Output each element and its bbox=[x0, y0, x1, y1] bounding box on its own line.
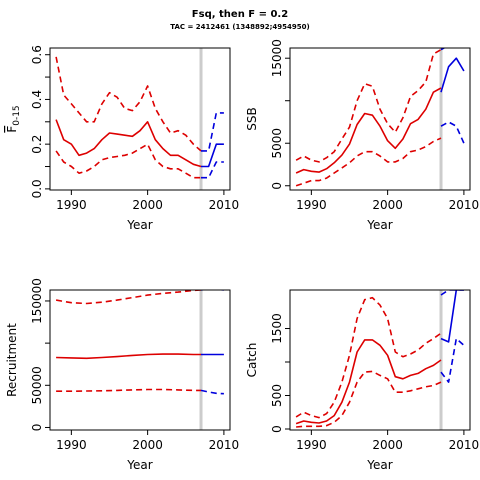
plot-frame bbox=[289, 47, 471, 191]
historic-lower-line bbox=[56, 388, 201, 393]
x-axis-label: Year bbox=[366, 218, 392, 232]
y-tick-label: 0 bbox=[30, 424, 44, 432]
x-tick-label: 1990 bbox=[296, 438, 327, 452]
projection-upper-line bbox=[440, 290, 464, 296]
y-tick-label: 150000 bbox=[30, 278, 44, 324]
plot-area bbox=[295, 290, 465, 430]
x-tick-label: 2000 bbox=[132, 198, 163, 212]
panel-ssb: 1990 2000 2010 Year 0 5000 15000 SSB bbox=[245, 39, 479, 232]
historic-lower-line bbox=[55, 143, 201, 179]
historic-lower-line bbox=[295, 137, 442, 187]
y-tick-label: 0 bbox=[270, 425, 284, 433]
historic-upper-line bbox=[55, 56, 202, 152]
y-tick-label: 0.2 bbox=[30, 135, 44, 154]
chart-title: Fsq, then F = 0.2 bbox=[191, 9, 289, 20]
y-tick-label: 0.6 bbox=[30, 45, 44, 64]
projection-median-line bbox=[440, 57, 465, 93]
x-tick-label: 2000 bbox=[372, 198, 403, 212]
historic-median-line bbox=[295, 87, 442, 174]
y-axis-label: Catch bbox=[245, 343, 259, 378]
x-tick-label: 1990 bbox=[56, 198, 87, 212]
historic-upper-line bbox=[55, 290, 202, 305]
y-tick-label: 5000 bbox=[270, 128, 284, 159]
x-tick-label: 2000 bbox=[132, 438, 163, 452]
historic-lower-line bbox=[296, 370, 442, 428]
projection-median-line bbox=[201, 143, 224, 168]
y-tick-label: 0.4 bbox=[30, 90, 44, 109]
plot-area bbox=[295, 48, 465, 190]
plot-frame bbox=[49, 289, 231, 431]
panel-f: 1990 2000 2010 Year 0.0 0.2 0.4 0.6 F0-15 bbox=[5, 45, 239, 232]
x-tick-label: 2010 bbox=[209, 198, 240, 212]
y-axis-label: SSB bbox=[245, 107, 259, 130]
y-tick-label: 15000 bbox=[270, 39, 284, 77]
projection-lower-line bbox=[201, 161, 224, 179]
historic-upper-line bbox=[295, 49, 442, 163]
projection-lower-line bbox=[440, 337, 465, 383]
x-tick-label: 2010 bbox=[209, 438, 240, 452]
projection-lower-line bbox=[440, 121, 465, 144]
x-tick-label: 1990 bbox=[296, 198, 327, 212]
y-axis-label: F0-15 bbox=[5, 105, 22, 132]
historic-median-line bbox=[56, 353, 201, 360]
projection-median-line bbox=[440, 290, 464, 343]
plot-frame bbox=[289, 289, 471, 431]
y-tick-label: 500 bbox=[270, 384, 284, 407]
panel-catch: 1990 2000 2010 Year 0 500 1500 Catch bbox=[245, 289, 480, 472]
projection-lower-line bbox=[200, 389, 224, 395]
y-axis-label: Recruitment bbox=[5, 323, 19, 397]
y-tick-label: 0 bbox=[270, 182, 284, 190]
historic-median-line bbox=[55, 119, 202, 168]
plot-area bbox=[55, 290, 224, 430]
y-tick-label: 0.0 bbox=[30, 179, 44, 198]
plot-area bbox=[55, 48, 224, 190]
plot-frame bbox=[49, 47, 231, 191]
panel-recruitment: 1990 2000 2010 Year 0 50000 150000 Recruitment bbox=[5, 278, 239, 472]
x-tick-label: 2010 bbox=[449, 198, 480, 212]
historic-upper-line bbox=[295, 296, 442, 419]
y-tick-label: 50000 bbox=[30, 366, 44, 404]
x-tick-label: 2010 bbox=[449, 438, 480, 452]
projection-upper-line bbox=[201, 112, 224, 152]
historic-median-line bbox=[295, 339, 442, 425]
x-axis-label: Year bbox=[126, 458, 152, 472]
x-axis-label: Year bbox=[126, 218, 152, 232]
x-tick-label: 1990 bbox=[56, 438, 87, 452]
x-axis-label: Year bbox=[366, 458, 392, 472]
x-tick-label: 2000 bbox=[372, 438, 403, 452]
y-tick-label: 1500 bbox=[270, 313, 284, 344]
chart-subtitle: TAC = 2412461 (1348892;4954950) bbox=[170, 23, 310, 31]
